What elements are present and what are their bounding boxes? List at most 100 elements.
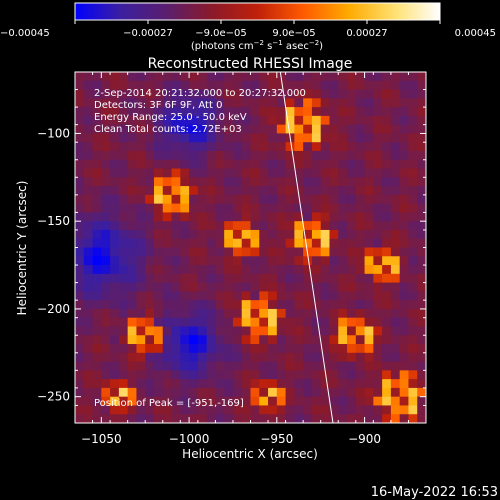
heatmap-cell: [180, 150, 190, 161]
heatmap-cell: [215, 221, 225, 231]
heatmap-cell: [197, 98, 208, 108]
heatmap-cell: [101, 177, 111, 187]
heatmap-cell: [276, 115, 287, 126]
heatmap-cell: [241, 177, 251, 187]
colorbar-tick-label: −0.00045: [0, 28, 50, 39]
heatmap-cell: [373, 300, 383, 310]
heatmap-cell: [110, 124, 120, 134]
heatmap-cell: [101, 80, 111, 90]
heatmap-cell: [92, 72, 102, 82]
heatmap-cell: [285, 247, 295, 257]
heatmap-cell: [241, 308, 251, 319]
heatmap-cell: [373, 317, 383, 327]
heatmap-cell: [189, 317, 199, 327]
heatmap-cell: [75, 344, 85, 354]
heatmap-cell: [268, 370, 278, 380]
heatmap-cell: [338, 142, 348, 152]
heatmap-cell: [347, 194, 357, 205]
heatmap-cell: [311, 229, 322, 240]
heatmap-cell: [417, 221, 427, 231]
heatmap-cell: [153, 98, 164, 108]
heatmap-cell: [171, 300, 181, 310]
heatmap-cell: [294, 133, 304, 143]
annotation-peak-position: Position of Peak = [-951,-169]: [94, 398, 244, 409]
heatmap-cell: [347, 89, 357, 99]
heatmap-cell: [83, 194, 93, 205]
heatmap-cell: [153, 133, 164, 143]
heatmap-cell: [259, 291, 269, 301]
heatmap-cell: [294, 89, 304, 99]
heatmap-cell: [285, 352, 295, 362]
heatmap-cell: [276, 80, 287, 90]
heatmap-cell: [338, 124, 348, 134]
heatmap-cell: [206, 194, 216, 205]
heatmap-cell: [268, 212, 278, 222]
heatmap-cell: [373, 229, 383, 240]
heatmap-cell: [399, 221, 409, 231]
heatmap-cell: [206, 142, 216, 152]
heatmap-cell: [171, 229, 181, 240]
heatmap-cell: [311, 379, 322, 389]
heatmap-cell: [373, 203, 383, 213]
heatmap-cell: [215, 194, 225, 205]
heatmap-cell: [232, 229, 243, 240]
heatmap-cell: [197, 361, 208, 371]
heatmap-cell: [92, 396, 102, 406]
heatmap-cell: [364, 150, 374, 161]
heatmap-cell: [101, 326, 111, 336]
heatmap-cell: [206, 273, 216, 284]
heatmap-cell: [399, 344, 409, 354]
heatmap-cell: [162, 361, 172, 371]
heatmap-cell: [417, 89, 427, 99]
heatmap-cell: [180, 405, 190, 415]
heatmap-cell: [408, 177, 418, 187]
heatmap-cell: [250, 361, 260, 371]
heatmap-cell: [127, 256, 137, 266]
heatmap-cell: [232, 414, 243, 424]
heatmap-cell: [224, 168, 234, 178]
heatmap-cell: [118, 212, 129, 222]
heatmap-cell: [276, 317, 287, 327]
heatmap-cell: [329, 300, 339, 310]
heatmap-cell: [189, 98, 199, 108]
heatmap-cell: [259, 335, 269, 345]
heatmap-cell: [162, 212, 172, 222]
heatmap-cell: [224, 379, 234, 389]
heatmap-cell: [250, 98, 260, 108]
heatmap-cell: [189, 273, 199, 284]
heatmap-cell: [215, 247, 225, 257]
heatmap-cell: [75, 405, 85, 415]
heatmap-cell: [189, 72, 199, 82]
heatmap-cell: [180, 133, 190, 143]
heatmap-cell: [294, 168, 304, 178]
heatmap-cell: [373, 273, 383, 284]
heatmap-cell: [224, 115, 234, 126]
heatmap-cell: [118, 265, 129, 275]
heatmap-cell: [382, 247, 392, 257]
heatmap-cell: [232, 387, 243, 398]
heatmap-cell: [75, 133, 85, 143]
heatmap-cell: [417, 361, 427, 371]
heatmap-cell: [399, 405, 409, 415]
heatmap-cell: [136, 89, 146, 99]
heatmap-cell: [127, 212, 137, 222]
heatmap-cell: [206, 256, 216, 266]
heatmap-cell: [294, 177, 304, 187]
heatmap-cell: [382, 256, 392, 266]
heatmap-cell: [417, 405, 427, 415]
heatmap-cell: [276, 89, 287, 99]
heatmap-cell: [197, 247, 208, 257]
heatmap-cell: [347, 150, 357, 161]
heatmap-cell: [101, 212, 111, 222]
heatmap-cell: [408, 212, 418, 222]
heatmap-cell: [145, 133, 155, 143]
heatmap-cell: [250, 229, 260, 240]
heatmap-cell: [399, 396, 409, 406]
heatmap-cell: [303, 133, 313, 143]
heatmap-cell: [162, 308, 172, 319]
heatmap-cell: [338, 186, 348, 196]
heatmap-cell: [417, 159, 427, 169]
heatmap-cell: [75, 72, 85, 82]
heatmap-cell: [83, 98, 93, 108]
